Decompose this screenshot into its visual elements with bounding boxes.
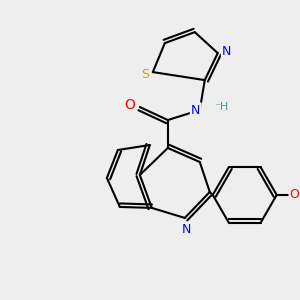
Text: S: S — [141, 68, 149, 81]
Text: O: O — [290, 188, 300, 201]
Text: O: O — [124, 98, 135, 112]
Text: N: N — [222, 45, 231, 58]
Text: N: N — [191, 103, 200, 116]
Text: ⁻H: ⁻H — [214, 102, 228, 112]
Text: N: N — [182, 224, 191, 236]
